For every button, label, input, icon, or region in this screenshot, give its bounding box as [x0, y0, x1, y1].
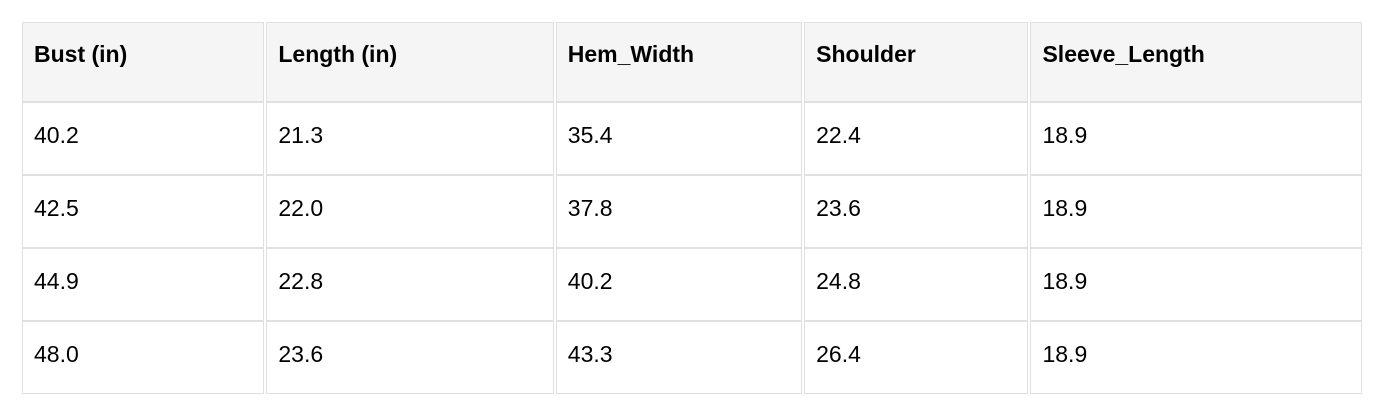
table-cell: 18.9	[1030, 175, 1362, 248]
table-row: 40.2 21.3 35.4 22.4 18.9	[22, 102, 1362, 175]
table-body: 40.2 21.3 35.4 22.4 18.9 42.5 22.0 37.8 23.6 18.9…	[22, 102, 1362, 394]
table-row: 48.0 23.6 43.3 26.4 18.9	[22, 321, 1362, 394]
measurement-table: Bust (in) Length (in) Hem_Width Shoulder Sle…	[20, 22, 1364, 394]
column-header: Shoulder	[804, 22, 1029, 102]
table-cell: 44.9	[22, 248, 265, 321]
table-row: 44.9 22.8 40.2 24.8 18.9	[22, 248, 1362, 321]
table-cell: 18.9	[1030, 248, 1362, 321]
column-header: Sleeve_Length	[1030, 22, 1362, 102]
table-row: 42.5 22.0 37.8 23.6 18.9	[22, 175, 1362, 248]
table-cell: 18.9	[1030, 102, 1362, 175]
table-cell: 37.8	[555, 175, 803, 248]
measurement-table-container: Bust (in) Length (in) Hem_Width Shoulder Sle…	[20, 22, 1364, 394]
table-cell: 35.4	[555, 102, 803, 175]
table-cell: 43.3	[555, 321, 803, 394]
header-row: Bust (in) Length (in) Hem_Width Shoulder Sle…	[22, 22, 1362, 102]
table-cell: 23.6	[804, 175, 1029, 248]
column-header: Hem_Width	[555, 22, 803, 102]
table-cell: 18.9	[1030, 321, 1362, 394]
column-header: Length (in)	[266, 22, 554, 102]
table-cell: 23.6	[266, 321, 554, 394]
table-cell: 22.4	[804, 102, 1029, 175]
table-cell: 22.0	[266, 175, 554, 248]
column-header: Bust (in)	[22, 22, 265, 102]
table-cell: 21.3	[266, 102, 554, 175]
table-cell: 26.4	[804, 321, 1029, 394]
table-cell: 48.0	[22, 321, 265, 394]
table-cell: 22.8	[266, 248, 554, 321]
table-cell: 24.8	[804, 248, 1029, 321]
table-cell: 40.2	[555, 248, 803, 321]
table-cell: 42.5	[22, 175, 265, 248]
table-cell: 40.2	[22, 102, 265, 175]
